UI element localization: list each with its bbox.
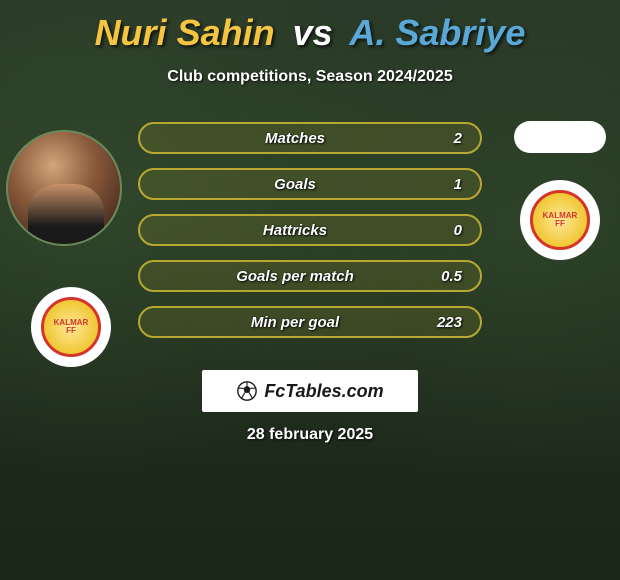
brand-bar: FcTables.com xyxy=(202,370,418,412)
player2-name: A. Sabriye xyxy=(349,12,525,53)
player1-name: Nuri Sahin xyxy=(95,12,275,53)
stat-label: Goals per match xyxy=(158,268,432,285)
stats-list: Matches2Goals1Hattricks0Goals per match0… xyxy=(138,122,482,352)
stat-row: Goals per match0.5 xyxy=(138,260,482,292)
stat-label: Min per goal xyxy=(158,314,432,331)
stat-row: Hattricks0 xyxy=(138,214,482,246)
stat-label: Hattricks xyxy=(158,222,432,239)
date-label: 28 february 2025 xyxy=(0,426,620,444)
stat-value: 0 xyxy=(432,222,462,239)
stat-label: Matches xyxy=(158,130,432,147)
subtitle: Club competitions, Season 2024/2025 xyxy=(0,68,620,86)
club-badge-label: KALMARFF xyxy=(54,319,89,335)
brand-text: FcTables.com xyxy=(264,381,383,402)
stat-row: Matches2 xyxy=(138,122,482,154)
comparison-title: Nuri Sahin vs A. Sabriye xyxy=(0,0,620,54)
stat-value: 0.5 xyxy=(432,268,462,285)
stat-value: 2 xyxy=(432,130,462,147)
stat-row: Goals1 xyxy=(138,168,482,200)
club-badge-icon: KALMARFF xyxy=(41,297,101,357)
club-badge-icon: KALMARFF xyxy=(530,190,590,250)
content-root: Nuri Sahin vs A. Sabriye Club competitio… xyxy=(0,0,620,86)
player2-club-badge: KALMARFF xyxy=(520,180,600,260)
player1-avatar xyxy=(6,130,122,246)
stat-value: 223 xyxy=(432,314,462,331)
player1-club-badge: KALMARFF xyxy=(31,287,111,367)
stat-value: 1 xyxy=(432,176,462,193)
stat-row: Min per goal223 xyxy=(138,306,482,338)
stat-label: Goals xyxy=(158,176,432,193)
vs-separator: vs xyxy=(293,12,333,53)
player2-avatar xyxy=(514,121,606,153)
soccer-ball-icon xyxy=(236,380,258,402)
club-badge-label: KALMARFF xyxy=(543,212,578,228)
